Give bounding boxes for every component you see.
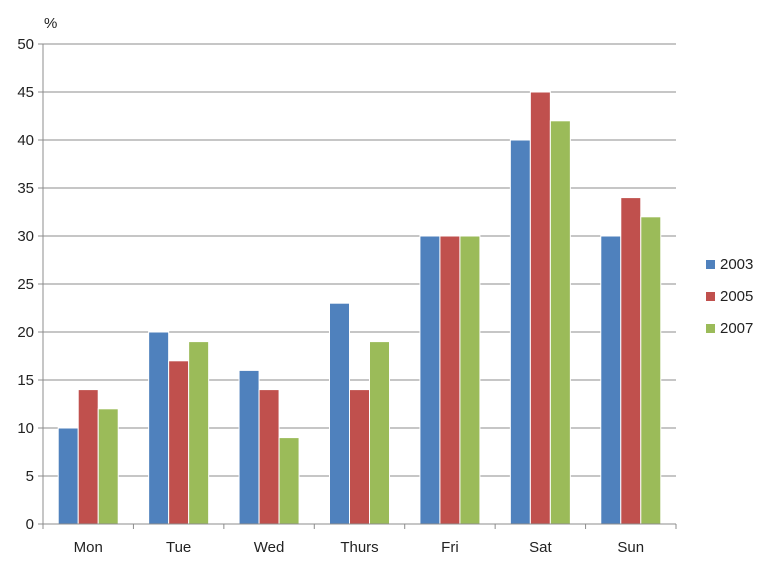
- legend: 2003 2005 2007: [706, 256, 753, 337]
- x-category-label: Sun: [617, 539, 644, 556]
- legend-swatch-2005: [706, 292, 715, 301]
- x-category-label: Tue: [166, 539, 191, 556]
- y-tick-label: 40: [17, 132, 34, 149]
- legend-label-2003: 2003: [720, 256, 753, 273]
- bar-2005-tue: [168, 360, 190, 525]
- bar-2003-fri: [419, 235, 441, 525]
- bar-2005-wed: [258, 389, 280, 525]
- bar-2005-sun: [620, 197, 642, 525]
- bars: [57, 91, 662, 525]
- axes: [38, 43, 677, 529]
- bar-2007-tue: [188, 341, 210, 525]
- y-tick-label: 45: [17, 84, 34, 101]
- bar-2003-thurs: [329, 302, 350, 525]
- y-tick-label: 0: [26, 516, 34, 533]
- bar-2003-mon: [57, 427, 79, 525]
- y-tick-label: 35: [17, 180, 34, 197]
- x-category-label: Thurs: [340, 539, 378, 556]
- legend-swatch-2003: [706, 260, 715, 269]
- y-tick-label: 20: [17, 324, 34, 341]
- x-category-label: Wed: [254, 539, 285, 556]
- bar-2005-fri: [439, 235, 461, 525]
- legend-label-2005: 2005: [720, 288, 753, 305]
- bar-2003-tue: [148, 331, 170, 525]
- bar-2007-mon: [97, 408, 119, 525]
- x-category-label: Sat: [529, 539, 552, 556]
- bar-2007-sun: [640, 216, 662, 525]
- bar-2003-sat: [509, 139, 531, 525]
- y-tick-label: 50: [17, 36, 34, 53]
- y-axis-unit-label: %: [44, 15, 57, 32]
- legend-label-2007: 2007: [720, 320, 753, 337]
- y-tick-label: 5: [26, 468, 34, 485]
- bar-2005-mon: [77, 389, 99, 525]
- y-tick-label: 25: [17, 276, 34, 293]
- bar-2003-sun: [600, 235, 622, 525]
- y-tick-label: 15: [17, 372, 34, 389]
- bar-2003-wed: [238, 369, 260, 525]
- x-category-label: Mon: [74, 539, 103, 556]
- x-category-label: Fri: [441, 539, 459, 556]
- bar-2007-sat: [549, 120, 571, 525]
- bar-2007-wed: [278, 437, 300, 525]
- y-tick-label: 30: [17, 228, 34, 245]
- x-category-labels: Mon Tue Wed Thurs Fri Sat Sun: [74, 539, 645, 556]
- legend-swatch-2007: [706, 324, 715, 333]
- bar-2005-sat: [529, 91, 551, 525]
- bar-2007-fri: [459, 235, 481, 525]
- y-tick-label: 10: [17, 420, 34, 437]
- bar-2007-thurs: [369, 341, 390, 525]
- y-tick-labels: 0 5 10 15 20 25 30 35 40 45 50: [17, 36, 34, 533]
- bar-2005-thurs: [349, 389, 370, 525]
